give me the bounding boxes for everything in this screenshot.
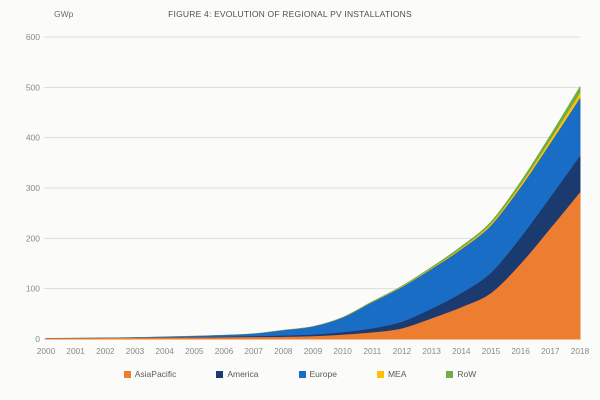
x-tick-label: 2008 — [274, 346, 293, 356]
x-tick-label: 2009 — [304, 346, 323, 356]
x-tick-label: 2004 — [155, 346, 174, 356]
x-tick-label: 2013 — [422, 346, 441, 356]
legend-swatch-icon — [298, 370, 306, 378]
legend-item-mea: MEA — [376, 369, 407, 379]
x-tick-label: 2007 — [244, 346, 263, 356]
legend-swatch-icon — [216, 370, 224, 378]
y-axis-unit-label: GWp — [54, 9, 74, 19]
legend-label: Europe — [309, 369, 337, 379]
x-tick-label: 2006 — [215, 346, 234, 356]
y-tick-label: 200 — [26, 233, 40, 243]
x-tick-label: 2018 — [571, 346, 590, 356]
x-tick-label: 2003 — [126, 346, 145, 356]
legend-label: MEA — [387, 369, 407, 379]
legend-swatch-icon — [376, 370, 384, 378]
legend-item-america: America — [216, 369, 259, 379]
legend-item-row: RoW — [446, 369, 476, 379]
legend-label: AsiaPacific — [134, 369, 177, 379]
y-tick-label: 100 — [26, 284, 40, 294]
x-tick-label: 2000 — [37, 346, 56, 356]
x-tick-label: 2010 — [333, 346, 352, 356]
y-tick-label: 0 — [35, 334, 40, 344]
legend-label: RoW — [457, 369, 477, 379]
legend-swatch-icon — [123, 370, 131, 378]
x-tick-label: 2015 — [482, 346, 501, 356]
x-tick-label: 2012 — [393, 346, 412, 356]
legend-item-europe: Europe — [298, 369, 337, 379]
chart-title: FIGURE 4: EVOLUTION OF REGIONAL PV INSTA… — [168, 9, 412, 19]
x-tick-label: 2014 — [452, 346, 471, 356]
x-tick-label: 2016 — [511, 346, 530, 356]
y-tick-label: 400 — [26, 133, 40, 143]
legend-label: America — [227, 369, 259, 379]
x-tick-label: 2011 — [363, 346, 381, 356]
legend-swatch-icon — [446, 370, 454, 378]
x-tick-label: 2002 — [96, 346, 115, 356]
x-tick-label: 2017 — [541, 346, 560, 356]
y-tick-label: 500 — [26, 82, 40, 92]
chart-legend: AsiaPacific America Europe MEA RoW — [0, 369, 600, 379]
y-tick-label: 300 — [26, 183, 40, 193]
y-tick-label: 600 — [26, 32, 40, 42]
area-asiapacific — [45, 192, 581, 340]
x-tick-label: 2001 — [66, 346, 85, 356]
x-tick-label: 2005 — [185, 346, 204, 356]
legend-item-asiapacific: AsiaPacific — [123, 369, 177, 379]
